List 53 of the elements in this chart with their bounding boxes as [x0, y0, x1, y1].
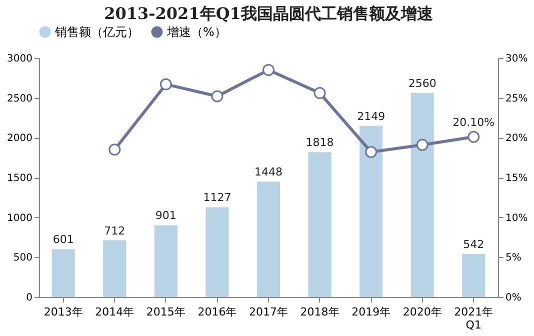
y-tick-label: 1000 — [7, 212, 32, 224]
data-label: 1448 — [254, 166, 282, 179]
point — [211, 90, 224, 102]
bar — [154, 225, 178, 297]
data-label: 601 — [52, 233, 74, 246]
bar — [462, 254, 486, 297]
x-tick-label: 2020年 — [402, 306, 442, 318]
y-tick-label: 3000 — [7, 54, 32, 64]
data-label: 20.10% — [452, 116, 495, 129]
data-label: 712 — [104, 224, 126, 238]
bar — [256, 182, 280, 297]
bar — [308, 152, 332, 297]
data-label: 2560 — [408, 77, 436, 90]
point — [468, 130, 480, 143]
bar — [206, 207, 229, 297]
y-tick-label: 2000 — [7, 133, 32, 144]
x-tick-label: 2015年 — [146, 306, 186, 318]
point — [416, 138, 428, 151]
x-tick-label: 2017年 — [249, 306, 288, 318]
point — [365, 146, 378, 158]
y2-tick-label: 20% — [506, 133, 528, 144]
y-tick-label: 0 — [26, 292, 32, 304]
x-tick-label: 2021年 Q1 — [454, 306, 494, 332]
legend-label: 销售额（亿元） — [54, 25, 139, 39]
bar — [52, 249, 75, 297]
y2-tick-label: 15% — [506, 173, 528, 184]
y-tick-label: 2500 — [7, 93, 32, 104]
data-label: 901 — [155, 209, 176, 222]
y-tick-label: 500 — [13, 252, 32, 264]
x-tick-label: 2013年 — [44, 306, 83, 318]
x-tick-label: 2018年 — [300, 306, 340, 318]
y2-tick-label: 5% — [506, 252, 522, 264]
chart-title: 2013-2021年Q1我国晶圆代工销售额及增速 — [104, 4, 434, 23]
y2-tick-label: 0% — [506, 292, 522, 304]
data-label: 1127 — [203, 191, 232, 204]
y2-tick-label: 25% — [506, 93, 528, 104]
data-label: 542 — [463, 238, 484, 251]
bar — [360, 126, 383, 297]
y-tick-label: 1500 — [7, 173, 32, 184]
data-label: 2149 — [357, 110, 386, 123]
bar — [103, 240, 126, 297]
point — [262, 64, 274, 76]
legend-label: 增速（%） — [166, 25, 226, 39]
y2-tick-label: 10% — [506, 212, 528, 224]
point — [160, 78, 172, 90]
x-tick-label: 2016年 — [198, 306, 237, 318]
data-label: 1818 — [306, 136, 334, 150]
y2-tick-label: 30% — [506, 54, 528, 64]
x-tick-label: 2019年 — [352, 306, 391, 318]
x-tick-label: 2014年 — [95, 306, 134, 318]
bar — [410, 93, 434, 297]
point — [314, 87, 326, 100]
point — [108, 144, 121, 156]
